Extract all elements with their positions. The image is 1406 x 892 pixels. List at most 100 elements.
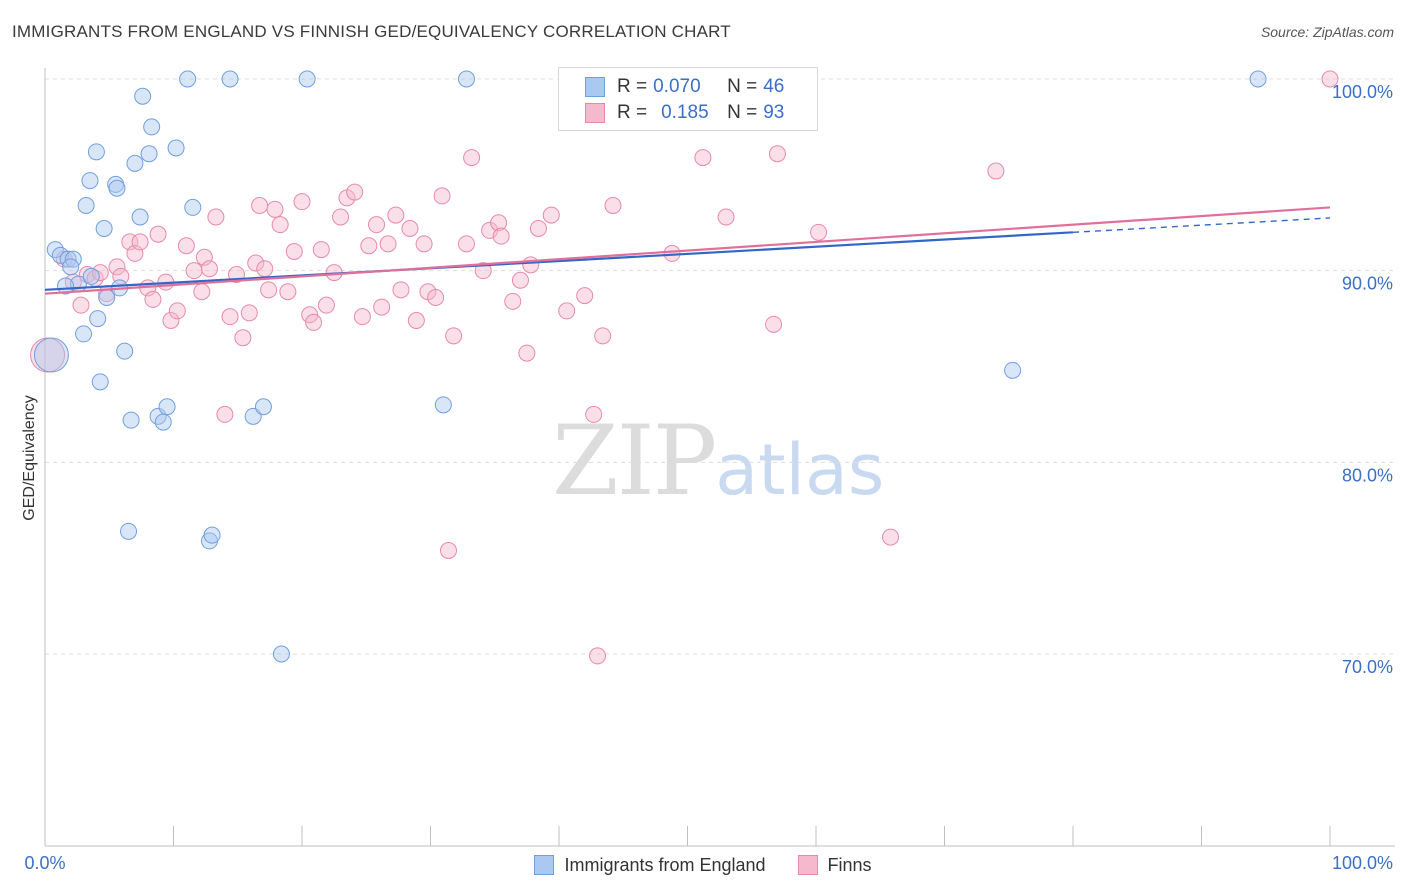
- series-legend: Immigrants from England Finns: [0, 852, 1406, 878]
- n-value: 93: [763, 102, 785, 123]
- finns-point-34: [271, 216, 289, 234]
- finns-trend-line: [44, 206, 1331, 295]
- legend-item-finns[interactable]: Finns: [797, 855, 872, 876]
- finns-point-74: [576, 287, 594, 305]
- finns-point-61: [457, 235, 475, 253]
- england-point-25: [158, 398, 176, 416]
- r-value: 0.070: [653, 76, 701, 97]
- england-point-35: [298, 70, 316, 88]
- england-point-43: [75, 325, 93, 343]
- finns-point-36: [285, 243, 303, 260]
- legend-row-england: R = 0.070 N = 46: [585, 74, 784, 100]
- england-point-7: [87, 143, 105, 161]
- finns-point-89: [1321, 70, 1339, 88]
- england-point-8: [89, 310, 107, 328]
- finns-point-45: [346, 183, 364, 201]
- watermark-atlas: atlas: [715, 429, 885, 511]
- y-tick-label-1: 90.0%: [1342, 274, 1393, 294]
- finns-point-80: [694, 149, 712, 167]
- finns-point-15: [149, 225, 167, 243]
- finns-point-26: [221, 308, 239, 326]
- england-point-37: [457, 70, 475, 88]
- england-point-10: [95, 220, 113, 237]
- finns-point-29: [240, 304, 258, 322]
- england-point-9: [91, 373, 109, 391]
- finns-point-43: [332, 208, 350, 226]
- finns-point-72: [542, 206, 560, 224]
- england-point-34: [272, 645, 290, 663]
- england-point-6: [81, 172, 99, 190]
- england-point-21: [140, 145, 158, 163]
- finns-point-57: [427, 289, 445, 306]
- england-point-30: [203, 526, 221, 544]
- england-point-5: [77, 197, 95, 214]
- england-point-13: [108, 179, 126, 197]
- n-label: N =: [727, 102, 758, 123]
- england-trend-line: [44, 231, 1074, 291]
- finns-point-63: [474, 262, 492, 280]
- finns-point-33: [266, 200, 284, 218]
- england-point-22: [143, 118, 161, 136]
- england-point-44: [82, 267, 100, 285]
- finns-point-51: [387, 206, 405, 224]
- finns-point-66: [492, 227, 510, 245]
- england-legend-swatch: [534, 855, 555, 875]
- finns-point-18: [168, 302, 186, 320]
- y-tick-label-0: 100.0%: [1332, 82, 1393, 102]
- finns-point-35: [279, 283, 297, 301]
- finns-point-41: [317, 296, 335, 314]
- legend-row-finns: R = 0.185 N = 93: [585, 100, 784, 126]
- finns-point-49: [373, 298, 391, 316]
- finns-point-50: [379, 235, 397, 253]
- finns-point-31: [256, 260, 274, 278]
- r-label: R =: [617, 102, 648, 123]
- finns-point-48: [368, 216, 386, 234]
- legend-label-england: Immigrants from England: [564, 854, 766, 875]
- watermark-zip: ZIP: [552, 405, 717, 517]
- finns-swatch: [585, 103, 605, 123]
- finns-point-59: [445, 327, 463, 345]
- finns-point-40: [312, 241, 330, 259]
- finns-point-77: [594, 327, 612, 345]
- chart-title: IMMIGRANTS FROM ENGLAND VS FINNISH GED/E…: [12, 22, 731, 41]
- finns-point-14: [144, 290, 162, 308]
- y-tick-label-2: 80.0%: [1342, 465, 1393, 485]
- england-point-16: [120, 522, 138, 540]
- finns-point-53: [401, 220, 419, 237]
- finns-point-24: [207, 208, 225, 226]
- r-value: 0.185: [661, 102, 709, 123]
- finns-point-88: [987, 162, 1005, 180]
- finns-point-62: [463, 149, 481, 167]
- finns-point-12: [131, 233, 149, 251]
- y-tick-label-3: 70.0%: [1342, 657, 1393, 677]
- x-tick-label-1: 100.0%: [1332, 853, 1393, 873]
- finns-point-60: [439, 542, 457, 559]
- finns-point-70: [522, 256, 540, 274]
- england-point-36: [434, 396, 452, 414]
- finns-point-30: [247, 254, 265, 272]
- england-swatch: [585, 77, 605, 97]
- finns-point-92: [251, 197, 269, 214]
- england-point-28: [184, 198, 202, 216]
- n-label: N =: [727, 76, 758, 97]
- x-tick-label-0: 0.0%: [24, 853, 65, 873]
- finns-point-17: [162, 312, 180, 329]
- finns-point-37: [293, 193, 311, 211]
- n-value: 46: [763, 76, 785, 97]
- england-point-41: [33, 337, 69, 373]
- finns-point-32: [260, 281, 278, 299]
- finns-point-54: [407, 312, 425, 329]
- england-point-20: [134, 87, 152, 105]
- england-point-24: [154, 413, 172, 431]
- finns-point-47: [360, 237, 378, 255]
- england-point-19: [131, 208, 149, 226]
- england-point-42: [62, 258, 80, 276]
- legend-item-england[interactable]: Immigrants from England: [534, 854, 766, 876]
- england-point-15: [116, 342, 134, 360]
- correlation-legend: R = 0.070 N = 46 R = 0.185 N = 93: [558, 67, 818, 131]
- finns-point-83: [765, 315, 783, 333]
- england-point-26: [167, 139, 185, 157]
- england-point-31: [221, 70, 239, 88]
- finns-point-69: [518, 344, 536, 362]
- finns-point-73: [558, 302, 576, 320]
